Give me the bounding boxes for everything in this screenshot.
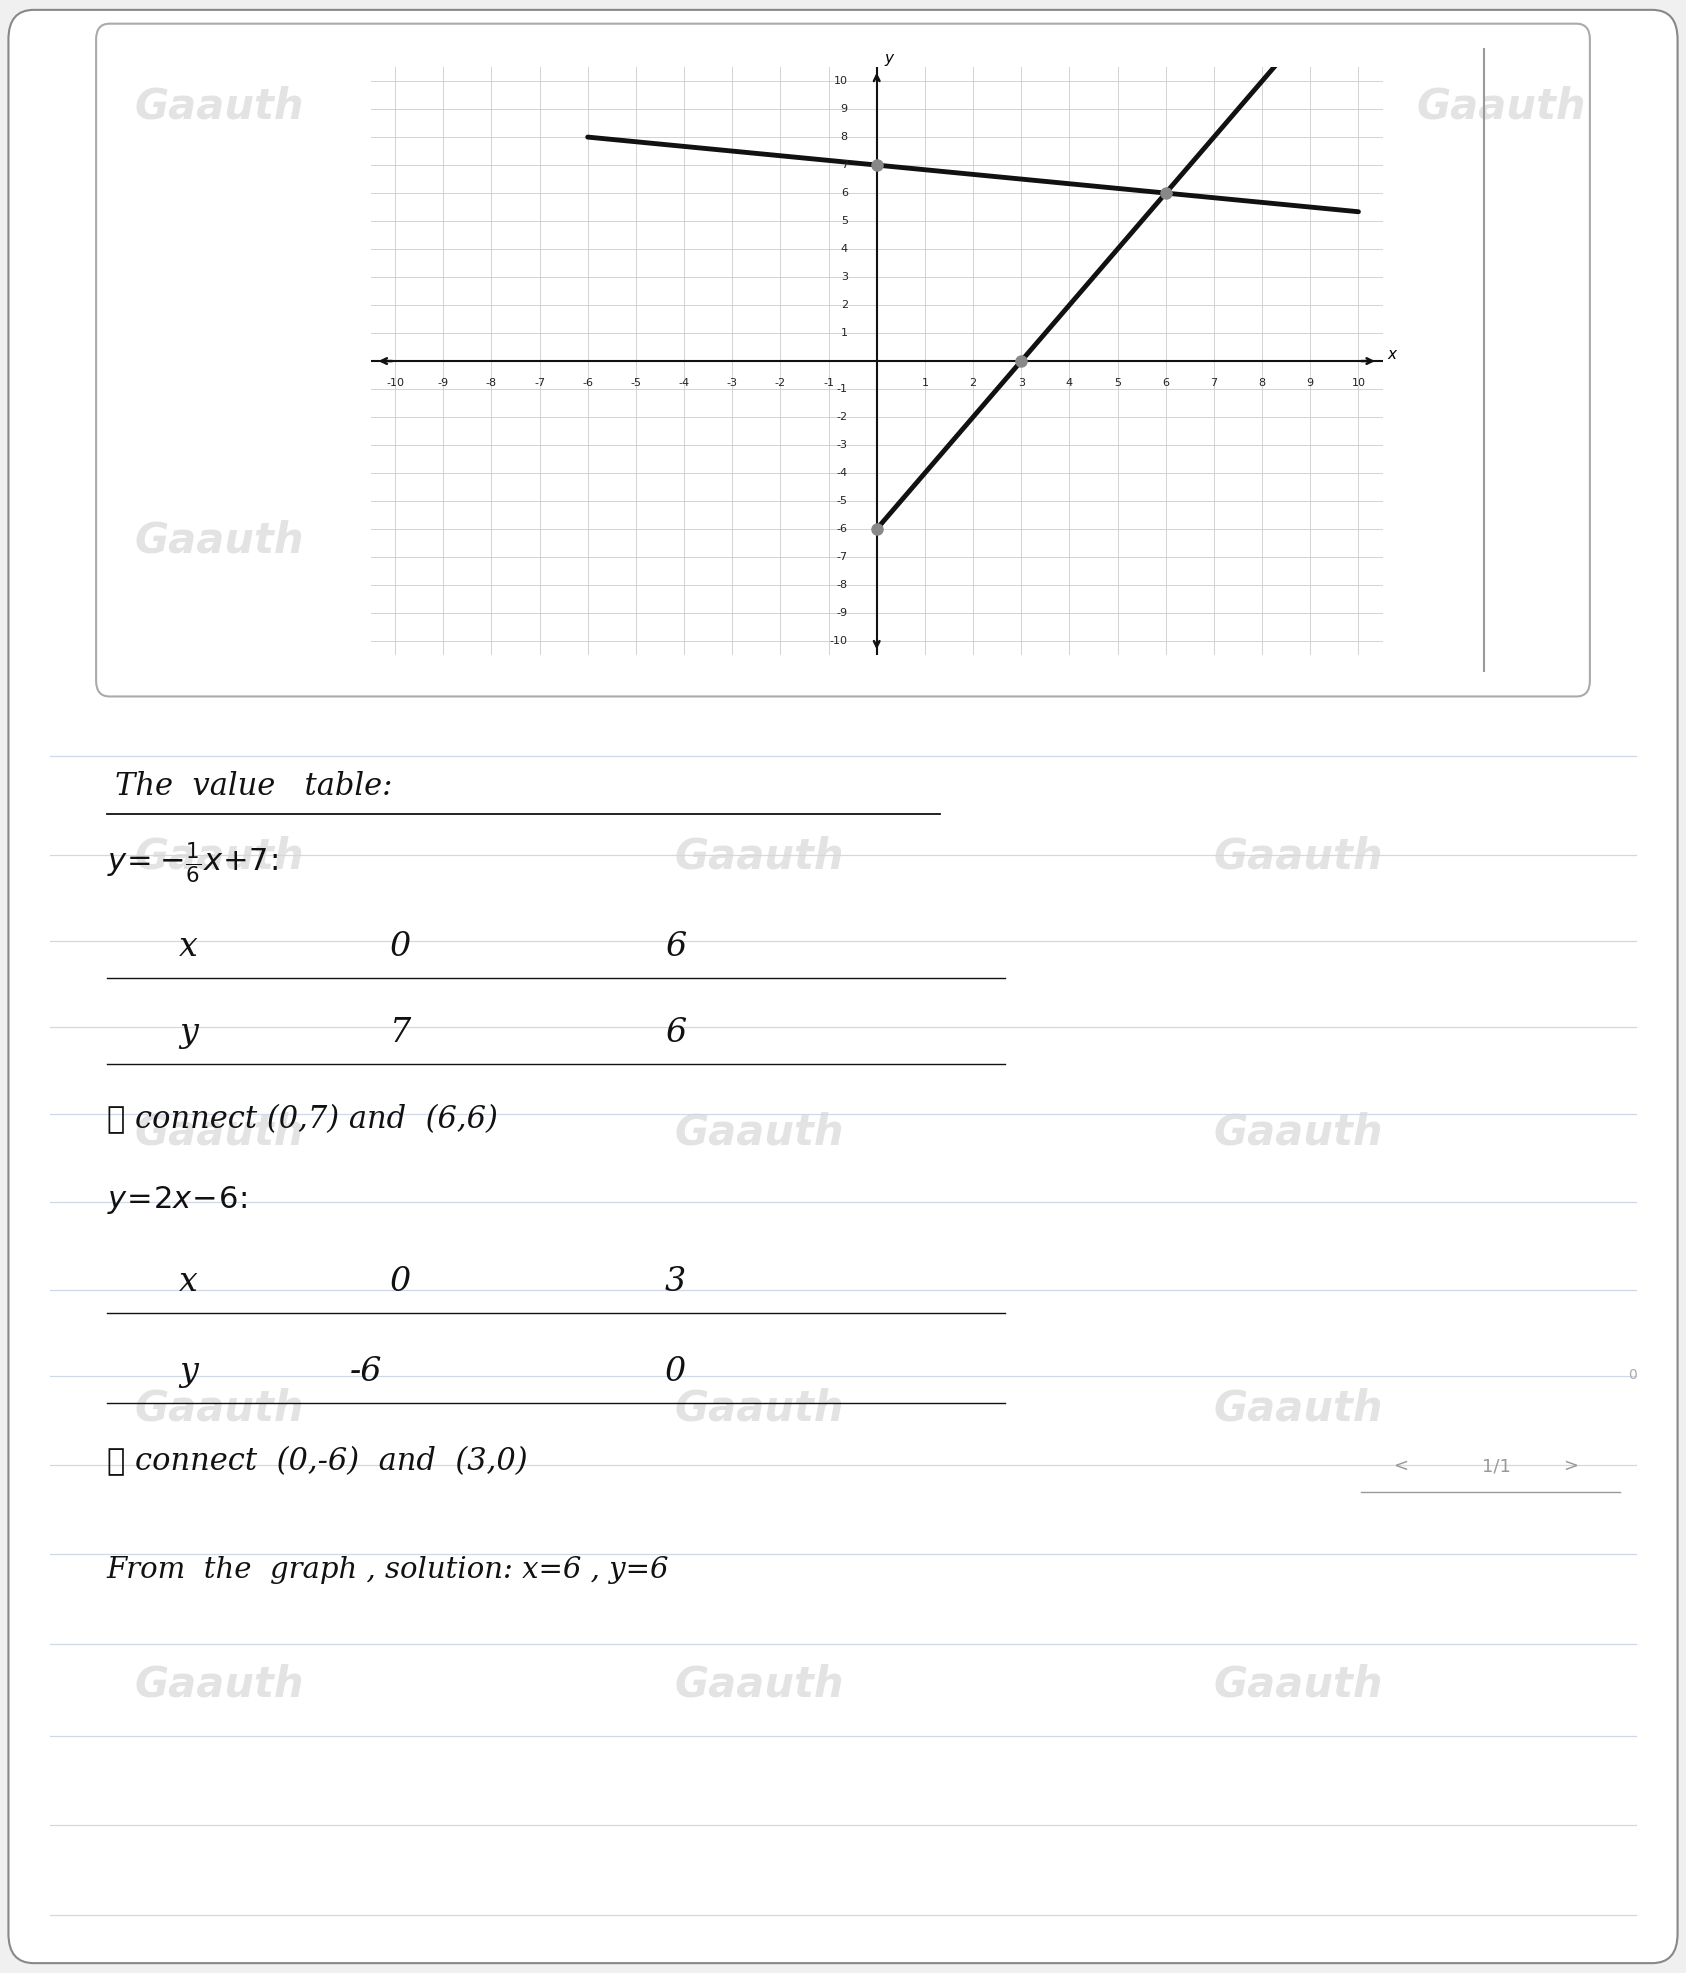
- Text: x: x: [179, 931, 199, 963]
- Text: -7: -7: [534, 379, 545, 389]
- Text: $y\!=\!-\!\frac{1}{6}x\!+\!7\!:$: $y\!=\!-\!\frac{1}{6}x\!+\!7\!:$: [106, 840, 278, 886]
- Text: x: x: [1388, 347, 1396, 361]
- Text: -3: -3: [727, 379, 738, 389]
- Text: -4: -4: [678, 379, 690, 389]
- Text: Gaauth: Gaauth: [674, 1111, 845, 1154]
- Text: -5: -5: [631, 379, 641, 389]
- Text: Gaauth: Gaauth: [590, 85, 760, 128]
- Text: 10: 10: [1352, 379, 1366, 389]
- Text: -9: -9: [438, 379, 448, 389]
- Text: 0: 0: [389, 1267, 411, 1298]
- Text: -8: -8: [486, 379, 497, 389]
- Text: 6: 6: [664, 1018, 686, 1050]
- Text: -1: -1: [836, 385, 848, 395]
- Text: -4: -4: [836, 468, 848, 477]
- FancyBboxPatch shape: [96, 24, 1590, 696]
- Text: 7: 7: [389, 1018, 411, 1050]
- Text: Gaauth: Gaauth: [1214, 1387, 1384, 1430]
- Text: -10: -10: [830, 635, 848, 645]
- Text: 3: 3: [664, 1267, 686, 1298]
- Text: 9: 9: [841, 105, 848, 114]
- Text: 9: 9: [1307, 379, 1313, 389]
- Text: Gaauth: Gaauth: [135, 835, 305, 878]
- Text: y: y: [883, 51, 894, 65]
- Text: From  the  graph , solution: x=6 , y=6: From the graph , solution: x=6 , y=6: [106, 1557, 669, 1584]
- Text: Gaauth: Gaauth: [1416, 85, 1587, 128]
- Text: Gaauth: Gaauth: [1214, 1663, 1384, 1707]
- Text: 10: 10: [835, 77, 848, 87]
- Text: 2: 2: [841, 300, 848, 310]
- Text: -10: -10: [386, 379, 405, 389]
- Text: ∴ connect  (0,-6)  and  (3,0): ∴ connect (0,-6) and (3,0): [106, 1446, 528, 1476]
- Text: >: >: [1563, 1458, 1578, 1476]
- Text: Gaauth: Gaauth: [135, 1663, 305, 1707]
- Text: 8: 8: [1258, 379, 1266, 389]
- Text: Gaauth: Gaauth: [135, 1111, 305, 1154]
- Text: x: x: [179, 1267, 199, 1298]
- Text: The  value   table:: The value table:: [115, 771, 393, 803]
- Text: 8: 8: [841, 132, 848, 142]
- Text: 7: 7: [841, 160, 848, 170]
- Text: Gaauth: Gaauth: [674, 1663, 845, 1707]
- Text: 5: 5: [1114, 379, 1121, 389]
- Text: 6: 6: [841, 187, 848, 197]
- Text: 2: 2: [969, 379, 976, 389]
- Text: -1: -1: [823, 379, 835, 389]
- Text: 1: 1: [921, 379, 929, 389]
- Text: 3: 3: [1018, 379, 1025, 389]
- Text: Gaauth: Gaauth: [674, 835, 845, 878]
- Text: 4: 4: [841, 245, 848, 255]
- Text: -6: -6: [836, 525, 848, 535]
- Text: 0: 0: [1629, 1367, 1637, 1381]
- Text: 5: 5: [841, 217, 848, 227]
- Text: y: y: [179, 1357, 199, 1389]
- Text: 7: 7: [1211, 379, 1217, 389]
- Text: -5: -5: [836, 495, 848, 505]
- Text: Gaauth: Gaauth: [590, 519, 760, 562]
- Text: -3: -3: [836, 440, 848, 450]
- Text: Gaauth: Gaauth: [674, 1387, 845, 1430]
- Text: 1: 1: [841, 328, 848, 337]
- Text: 4: 4: [1066, 379, 1072, 389]
- Text: Gaauth: Gaauth: [1045, 519, 1216, 562]
- Text: Gaauth: Gaauth: [135, 519, 305, 562]
- Text: 0: 0: [389, 931, 411, 963]
- Text: ∴ connect (0,7) and  (6,6): ∴ connect (0,7) and (6,6): [106, 1105, 497, 1134]
- Text: Gaauth: Gaauth: [1045, 85, 1216, 128]
- Text: 1/1: 1/1: [1482, 1458, 1511, 1476]
- Text: -2: -2: [836, 412, 848, 422]
- Text: -6: -6: [349, 1357, 381, 1389]
- FancyBboxPatch shape: [8, 10, 1678, 1963]
- Text: -8: -8: [836, 580, 848, 590]
- Text: 0: 0: [664, 1357, 686, 1389]
- Text: -7: -7: [836, 552, 848, 562]
- Text: 3: 3: [841, 272, 848, 282]
- Text: Gaauth: Gaauth: [135, 85, 305, 128]
- Text: -6: -6: [582, 379, 593, 389]
- Text: 6: 6: [1162, 379, 1170, 389]
- Text: 6: 6: [664, 931, 686, 963]
- Text: Gaauth: Gaauth: [1214, 835, 1384, 878]
- Text: -9: -9: [836, 608, 848, 618]
- Text: Gaauth: Gaauth: [135, 1387, 305, 1430]
- Text: -2: -2: [776, 379, 786, 389]
- Text: y: y: [179, 1018, 199, 1050]
- Text: <: <: [1393, 1458, 1408, 1476]
- Text: $y\!=\!2x\!-\!6\!:$: $y\!=\!2x\!-\!6\!:$: [106, 1184, 248, 1215]
- Text: Gaauth: Gaauth: [1214, 1111, 1384, 1154]
